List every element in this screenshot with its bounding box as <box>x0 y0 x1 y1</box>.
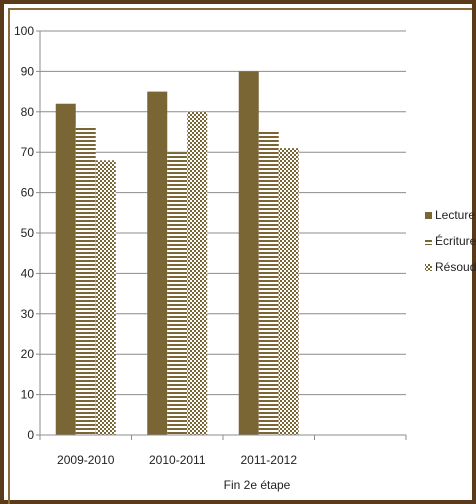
y-tick-label: 90 <box>21 64 35 78</box>
bar-écriture <box>75 125 96 435</box>
bar-résoudre <box>187 111 208 436</box>
legend-swatch <box>425 212 432 219</box>
bar-lecture <box>55 103 76 435</box>
bar-lecture <box>238 71 259 436</box>
legend-swatch <box>425 238 432 245</box>
bar-résoudre <box>278 148 299 435</box>
x-axis-ticks: 2009-2010 2010-2011 2011-2012 <box>39 435 407 467</box>
x-tick-label: 2011-2012 <box>241 453 298 467</box>
legend-label: Lecture <box>435 208 475 222</box>
x-tick-label: 2009-2010 <box>57 453 115 467</box>
bar-écriture <box>258 129 279 436</box>
bar-écriture <box>167 152 188 435</box>
bars <box>55 71 299 436</box>
y-tick-label: 40 <box>21 266 35 280</box>
y-axis-ticks: 0 10 20 30 40 50 60 70 80 90 100 <box>14 24 40 442</box>
y-tick-label: 70 <box>21 145 35 159</box>
y-tick-label: 10 <box>21 388 35 402</box>
bar-lecture <box>147 91 168 435</box>
y-tick-label: 80 <box>21 105 35 119</box>
legend-label: Écriture <box>435 233 476 248</box>
x-tick-label: 2010-2011 <box>149 453 206 467</box>
y-tick-label: 30 <box>21 307 35 321</box>
y-tick-label: 0 <box>27 428 34 442</box>
y-tick-label: 100 <box>14 24 34 38</box>
y-tick-label: 60 <box>21 186 35 200</box>
legend: Lecture Écriture Résoudre <box>425 208 476 274</box>
x-axis-label: Fin 2e étape <box>224 478 291 492</box>
legend-swatch <box>425 264 432 271</box>
y-tick-label: 20 <box>21 347 35 361</box>
bar-résoudre <box>95 160 116 435</box>
chart-inner-border <box>8 8 472 504</box>
legend-label: Résoudre <box>435 260 476 274</box>
y-tick-label: 50 <box>21 226 35 240</box>
